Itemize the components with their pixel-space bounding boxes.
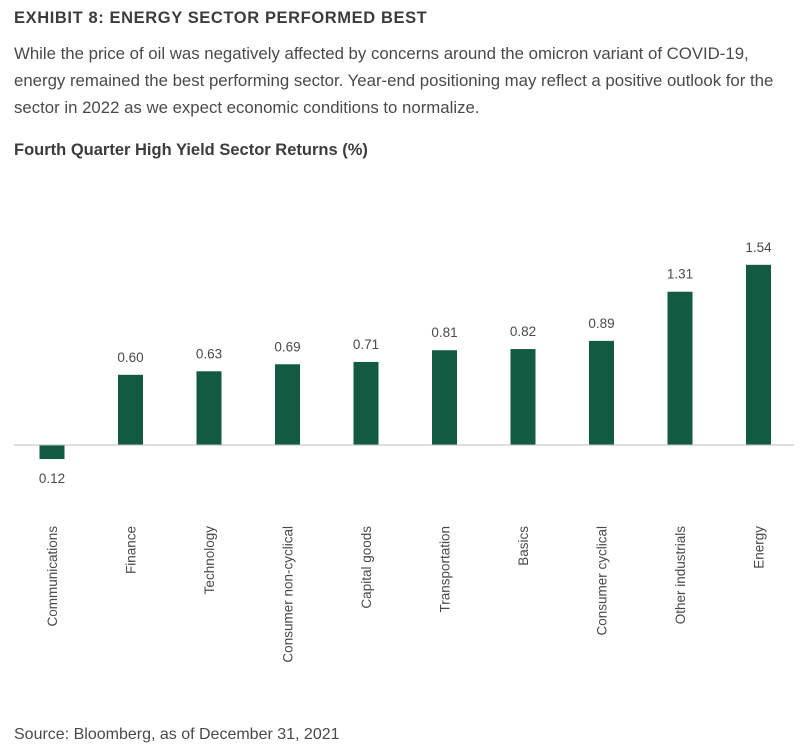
category-label: Other industrials [673, 526, 688, 625]
data-label: 1.31 [667, 267, 693, 282]
source-note: Source: Bloomberg, as of December 31, 20… [14, 726, 340, 743]
exhibit-title: EXHIBIT 8: ENERGY SECTOR PERFORMED BEST [14, 9, 428, 27]
category-label: Finance [124, 526, 139, 574]
bar-communications [39, 445, 65, 460]
bar-transportation [432, 350, 457, 445]
data-label: 0.12 [39, 471, 65, 486]
bar-chart: 0.12 0.60 0.63 0.69 0.71 0.81 0.82 0.89 1.31 1.54… [14, 240, 794, 663]
category-label: Transportation [438, 526, 453, 613]
data-label: 0.71 [353, 337, 379, 352]
bar-consumer-non-cyclical [275, 364, 300, 445]
bars-group [39, 264, 771, 460]
category-label: Energy [752, 526, 767, 569]
category-label: Capital goods [359, 526, 374, 609]
chart-title: Fourth Quarter High Yield Sector Returns… [14, 141, 368, 159]
category-label: Consumer cyclical [595, 526, 610, 636]
bar-other-industrials [667, 291, 693, 445]
category-label: Basics [516, 526, 531, 566]
category-label: Technology [202, 526, 217, 595]
data-label: 0.82 [510, 324, 536, 339]
data-label: 0.81 [431, 325, 457, 340]
data-label: 0.63 [196, 346, 222, 361]
bar-technology [196, 371, 222, 445]
value-labels-group: 0.12 0.60 0.63 0.69 0.71 0.81 0.82 0.89 1.31 1.54 [39, 240, 772, 486]
bar-consumer-cyclical [589, 340, 614, 445]
category-labels-group: Communications Finance Technology Consumer … [45, 526, 767, 663]
bar-finance [118, 374, 143, 445]
data-label: 0.60 [117, 350, 143, 365]
data-label: 1.54 [745, 240, 772, 255]
bar-basics [510, 349, 536, 445]
bar-capital-goods [353, 361, 379, 445]
category-label: Consumer non-cyclical [281, 526, 296, 663]
exhibit-description: While the price of oil was negatively af… [14, 44, 774, 117]
data-label: 0.69 [274, 339, 300, 354]
category-label: Communications [45, 526, 60, 627]
data-label: 0.89 [588, 316, 614, 331]
bar-energy [746, 264, 771, 445]
